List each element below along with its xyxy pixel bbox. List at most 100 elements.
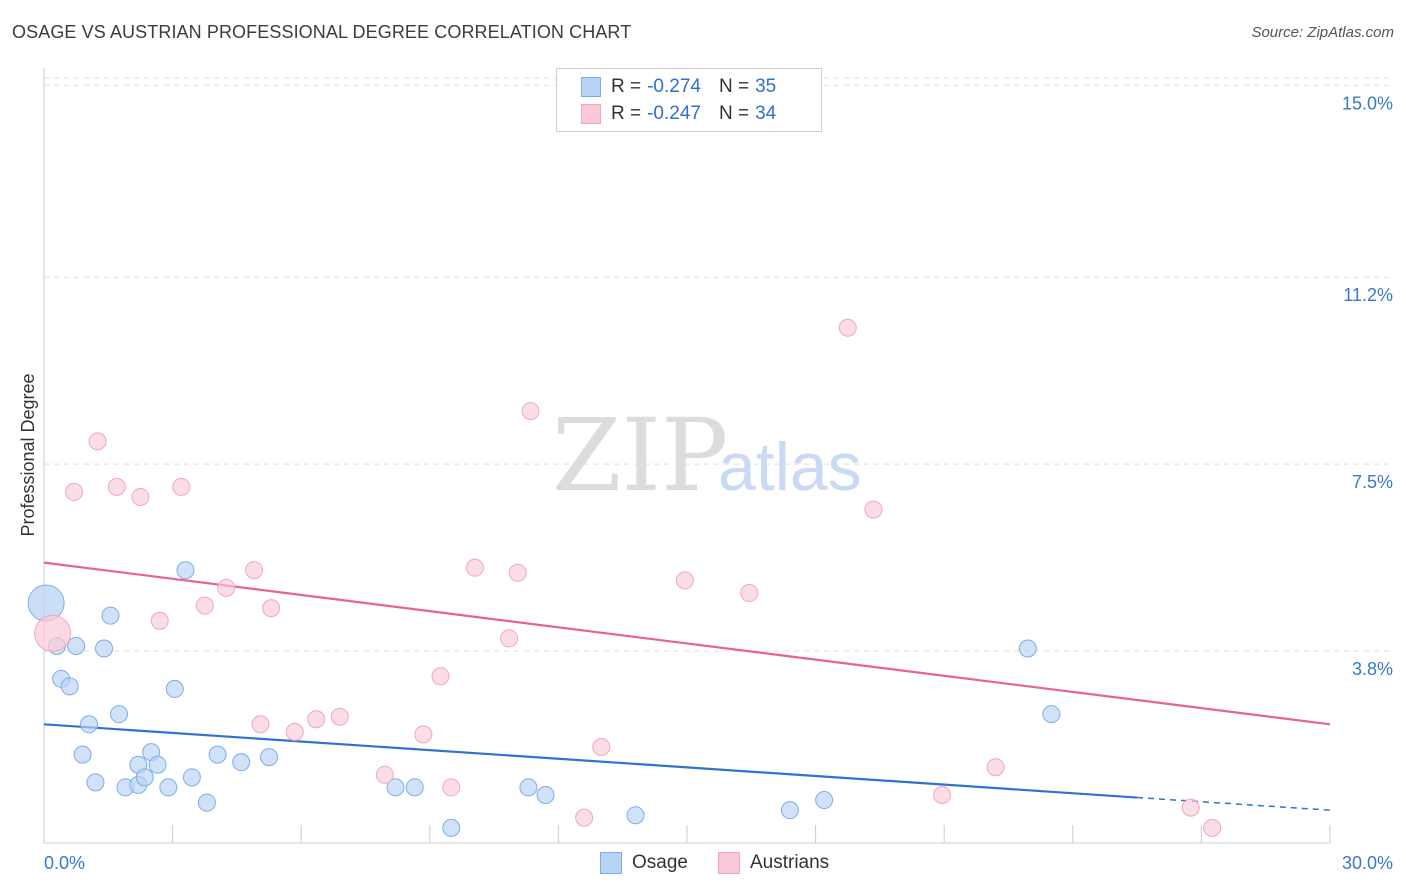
watermark-zip: ZIP	[552, 397, 728, 514]
austrians-point	[307, 710, 326, 729]
austrians-point	[442, 778, 461, 797]
y-tick-label: 3.8%	[1352, 659, 1393, 679]
osage-point	[148, 755, 167, 774]
osage-swatch	[581, 77, 601, 97]
osage-point	[60, 677, 79, 696]
osage-point	[95, 639, 114, 658]
austrians-point	[330, 707, 349, 726]
x-ticks	[172, 825, 1331, 843]
osage-point	[780, 801, 799, 820]
austrians-legend-swatch	[717, 852, 740, 874]
austrians-point	[65, 482, 84, 501]
osage-n-label: N =	[718, 76, 750, 97]
austrians-point	[431, 667, 450, 686]
y-axis-label: Professional Degree	[18, 373, 38, 536]
osage-point	[519, 778, 538, 797]
osage-r-value: -0.274	[647, 76, 701, 97]
osage-legend-swatch	[600, 852, 622, 874]
austrians-point	[217, 578, 236, 597]
austrians-point	[262, 599, 281, 618]
y-tick-label: 15.0%	[1342, 93, 1393, 113]
austrians-point	[740, 583, 759, 602]
osage-point	[101, 606, 120, 625]
legend-item-austrians[interactable]: Austrians	[717, 852, 830, 874]
austrians-point	[150, 611, 169, 630]
austrians-point	[375, 765, 394, 784]
austrians-point	[933, 786, 952, 805]
osage-point	[386, 778, 405, 797]
trend-lines	[43, 561, 1331, 811]
x-tick-label-min: 0.0%	[44, 853, 85, 873]
austrians-point	[285, 722, 304, 741]
osage-point	[1042, 705, 1061, 724]
austrians-point	[986, 758, 1005, 777]
osage-point	[208, 745, 227, 764]
austrians-point	[1203, 818, 1222, 837]
chart-title: OSAGE VS AUSTRIAN PROFESSIONAL DEGREE CO…	[12, 22, 632, 42]
osage-point	[815, 791, 834, 810]
osage-n-value: 35	[755, 76, 777, 97]
legend-row-austrians: R = -0.247 N = 34	[581, 101, 776, 127]
osage-point	[73, 745, 92, 764]
austrians-point	[107, 477, 126, 496]
austrians-point	[414, 725, 433, 744]
watermark-atlas: atlas	[718, 429, 862, 505]
austrians-n-label: N =	[718, 103, 750, 124]
osage-point	[405, 778, 424, 797]
osage-point	[182, 768, 201, 787]
osage-point	[110, 705, 129, 724]
source-label: Source: ZipAtlas.com	[1251, 24, 1394, 41]
osage-point	[86, 773, 105, 792]
osage-point	[536, 786, 555, 805]
austrians-point	[575, 808, 594, 827]
austrians-r-value: -0.247	[647, 103, 701, 124]
x-tick-label-max: 30.0%	[1342, 853, 1393, 873]
osage-point	[67, 636, 86, 655]
legend-item-osage[interactable]: Osage	[600, 852, 688, 874]
legend-row-osage: R = -0.274 N = 35	[581, 74, 776, 100]
osage-point	[135, 768, 154, 787]
osage-point	[197, 793, 216, 812]
austrians-point	[592, 738, 611, 757]
osage-point	[442, 818, 461, 837]
osage-legend-label: Osage	[632, 852, 688, 873]
y-tick-label: 11.2%	[1343, 285, 1393, 305]
osage-trend-line	[43, 723, 1138, 799]
austrians-point	[251, 715, 270, 734]
austrians-point	[675, 571, 694, 590]
austrians-point	[500, 629, 519, 648]
osage-point	[232, 753, 251, 772]
austrians-point	[195, 596, 214, 615]
austrians-trend-line	[43, 561, 1331, 726]
austrians-n-value: 34	[755, 103, 777, 124]
austrians-point	[34, 614, 72, 652]
stats-legend: R = -0.274 N = 35 R = -0.247 N = 34	[556, 68, 822, 132]
austrians-point	[88, 432, 107, 451]
austrians-point	[838, 318, 857, 337]
austrians-r-label: R =	[611, 103, 642, 124]
osage-point	[1018, 639, 1037, 658]
austrians-point	[172, 477, 191, 496]
austrians-point	[245, 561, 264, 580]
osage-trend-extension	[1137, 796, 1331, 811]
data-points	[27, 106, 1222, 837]
austrians-point	[131, 487, 150, 506]
osage-r-label: R =	[611, 76, 642, 97]
watermark: ZIP atlas	[552, 397, 862, 514]
y-tick-label: 7.5%	[1352, 472, 1393, 492]
austrians-legend-label: Austrians	[749, 852, 830, 873]
osage-point	[27, 584, 65, 622]
series-legend: Osage Austrians	[600, 852, 859, 874]
osage-point	[260, 748, 279, 767]
gridlines	[44, 77, 1395, 652]
y-tick-labels: 3.8% 7.5% 11.2% 15.0%	[1342, 93, 1393, 679]
austrians-point	[864, 500, 883, 519]
austrians-point	[1181, 798, 1200, 817]
austrians-point	[508, 563, 527, 582]
osage-point	[159, 778, 178, 797]
osage-point	[165, 679, 184, 698]
osage-point	[80, 715, 99, 734]
osage-point	[176, 561, 195, 580]
austrians-swatch	[581, 104, 601, 124]
